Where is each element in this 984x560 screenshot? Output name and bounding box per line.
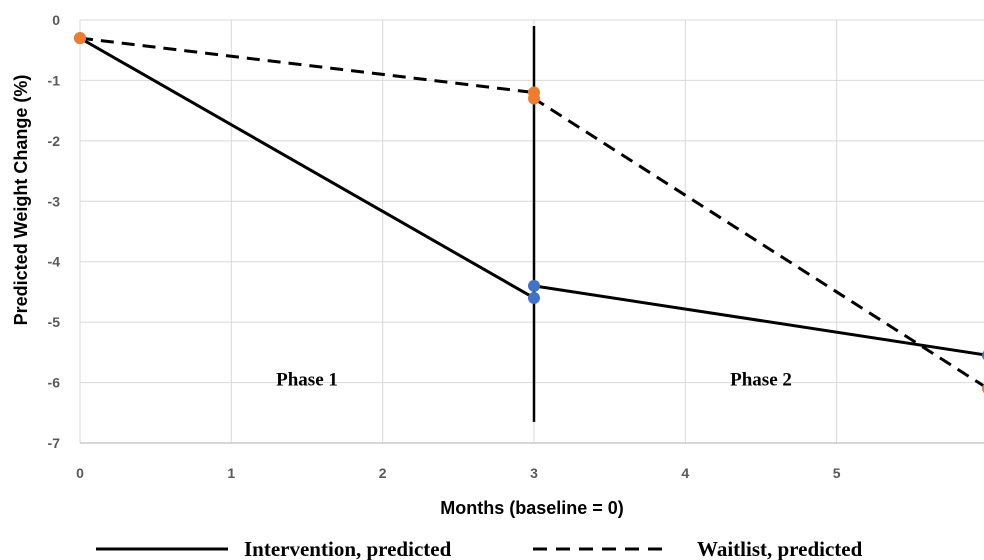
series-lines: [79, 36, 984, 388]
y-tick-label: -6: [48, 375, 61, 391]
y-axis-title: Predicted Weight Change (%): [11, 75, 31, 326]
data-point-intervention: [528, 291, 540, 304]
x-tick-label: 0: [76, 465, 84, 481]
y-tick-label: 0: [52, 12, 60, 28]
legend-label-waitlist: Waitlist, predicted: [697, 537, 863, 560]
y-tick-label: -1: [48, 72, 61, 88]
x-tick-label: 1: [227, 465, 235, 481]
grid-lines: [79, 19, 984, 444]
series-line-intervention: [79, 36, 984, 357]
phase-label: Phase 1: [276, 370, 338, 391]
y-tick-label: -3: [48, 193, 61, 209]
legend: Intervention, predicted Waitlist, predic…: [96, 537, 863, 560]
data-point-waitlist: [528, 92, 540, 105]
phase-annotations: Phase 1 Phase 2: [276, 370, 792, 391]
y-tick-label: -5: [48, 314, 61, 330]
data-point-intervention: [528, 279, 540, 292]
x-axis-title: Months (baseline = 0): [440, 498, 624, 518]
x-tick-label: 4: [681, 465, 689, 481]
x-tick-label: 2: [379, 465, 387, 481]
data-point-waitlist: [74, 32, 86, 45]
x-tick-label: 5: [833, 465, 841, 481]
x-tick-label: 3: [530, 465, 538, 481]
phase-label: Phase 2: [730, 370, 792, 391]
y-tick-labels: 0 -1 -2 -3 -4 -5 -6 -7: [48, 12, 61, 451]
x-tick-labels: 0 1 2 3 4 5: [76, 465, 841, 481]
legend-label-intervention: Intervention, predicted: [244, 537, 452, 560]
data-points: [74, 32, 984, 394]
y-tick-label: -7: [48, 435, 61, 451]
y-tick-label: -4: [48, 254, 61, 270]
y-tick-label: -2: [48, 133, 61, 149]
